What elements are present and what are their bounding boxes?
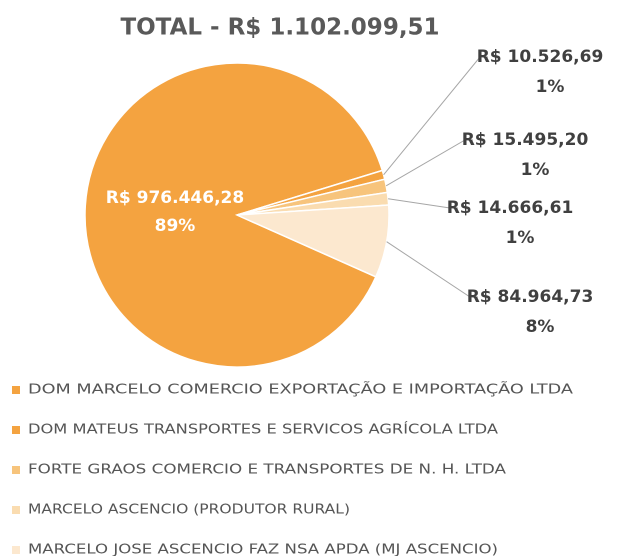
data-label: 89% [155, 216, 196, 236]
legend-label: FORTE GRAOS COMERCIO E TRANSPORTES DE N.… [28, 463, 506, 478]
legend-swatch [12, 506, 20, 514]
legend-swatch [12, 426, 20, 434]
data-label: R$ 15.495,20 [462, 130, 589, 150]
leader-line [388, 198, 458, 209]
pie-slice [84, 62, 384, 368]
legend-swatch [12, 386, 20, 394]
data-label: 1% [521, 160, 550, 180]
leader-line [386, 241, 478, 298]
data-label: 1% [536, 77, 565, 97]
data-label: 8% [526, 317, 555, 337]
legend-swatch [12, 466, 20, 474]
legend-label: MARCELO JOSE ASCENCIO FAZ NSA APDA (MJ A… [28, 543, 498, 556]
legend-label: MARCELO ASCENCIO (PRODUTOR RURAL) [28, 503, 350, 518]
data-label: R$ 976.446,28 [106, 188, 244, 208]
chart-title: TOTAL - R$ 1.102.099,51 [120, 15, 439, 41]
data-label: R$ 14.666,61 [447, 198, 574, 218]
legend-label: DOM MATEUS TRANSPORTES E SERVICOS AGRÍCO… [28, 422, 498, 438]
legend-label: DOM MARCELO COMERCIO EXPORTAÇÃO E IMPORT… [28, 382, 573, 398]
data-label: 1% [506, 228, 535, 248]
data-label: R$ 10.526,69 [477, 47, 604, 67]
leader-line [385, 139, 473, 187]
leader-line [383, 56, 488, 176]
legend-swatch [12, 546, 20, 554]
data-label: R$ 84.964,73 [467, 287, 594, 307]
